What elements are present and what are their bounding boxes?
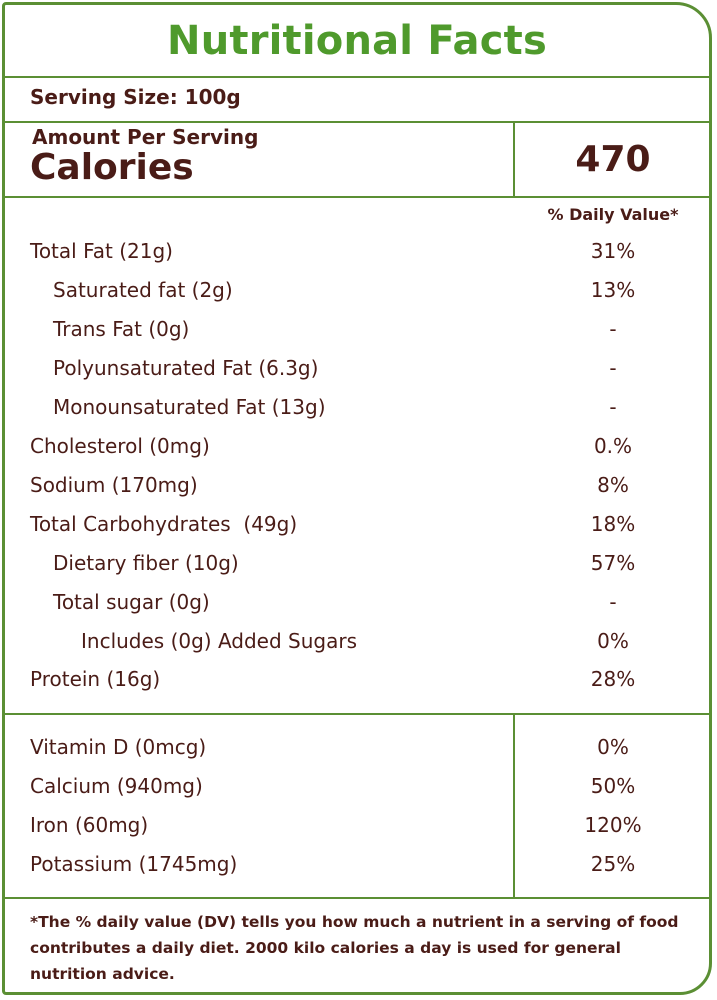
nutrient-row: Total Carbohydrates (49g) 18%	[5, 512, 709, 542]
nutrient-row: Monounsaturated Fat (13g) -	[5, 395, 709, 425]
vitamin-value: 120%	[584, 813, 642, 837]
nutrient-value: 31%	[590, 239, 636, 263]
vitamin-label: Iron (60mg)	[30, 813, 149, 837]
nutrient-row: Trans Fat (0g) -	[5, 317, 709, 347]
vitamin-label: Calcium (940mg)	[30, 774, 203, 798]
nutrient-row: Cholesterol (0mg) 0.%	[5, 434, 709, 464]
nutrient-row: Total sugar (0g) -	[5, 590, 709, 620]
nutrient-label: Polyunsaturated Fat (6.3g)	[53, 356, 319, 380]
column-divider-vitamins	[513, 713, 515, 897]
nutrient-value: -	[609, 395, 617, 419]
amount-per-serving: Amount Per Serving	[32, 125, 259, 149]
vitamin-row: Iron (60mg) 120%	[5, 813, 709, 843]
vitamin-row: Calcium (940mg) 50%	[5, 774, 709, 804]
nutrient-row: Sodium (170mg) 8%	[5, 473, 709, 503]
nutrient-value: 13%	[590, 278, 636, 302]
nutrient-row: Saturated fat (2g) 13%	[5, 278, 709, 308]
divider-footnote	[5, 897, 709, 899]
nutrient-row: Includes (0g) Added Sugars 0%	[5, 629, 709, 659]
serving-size: Serving Size: 100g	[30, 85, 241, 109]
nutrient-value: 0%	[597, 629, 629, 653]
nutrient-label: Protein (16g)	[30, 667, 161, 691]
nutrient-label: Dietary fiber (10g)	[53, 551, 239, 575]
nutrient-value: 28%	[590, 667, 636, 691]
vitamin-row: Vitamin D (0mcg) 0%	[5, 735, 709, 765]
nutrient-label: Trans Fat (0g)	[53, 317, 190, 341]
nutrient-row: Total Fat (21g) 31%	[5, 239, 709, 269]
divider-vitamins	[5, 713, 709, 715]
nutrient-label: Total Carbohydrates (49g)	[30, 512, 298, 536]
nutrient-value: 18%	[590, 512, 636, 536]
vitamin-label: Potassium (1745mg)	[30, 852, 238, 876]
calories-value: 470	[575, 138, 651, 180]
vitamin-value: 50%	[590, 774, 636, 798]
nutrient-value: -	[609, 590, 617, 614]
divider-title	[5, 76, 709, 78]
panel-title: Nutritional Facts	[167, 17, 547, 64]
daily-value-header: % Daily Value*	[547, 205, 679, 224]
nutrient-row: Polyunsaturated Fat (6.3g) -	[5, 356, 709, 386]
nutrient-value: 0.%	[593, 434, 633, 458]
nutrient-label: Saturated fat (2g)	[53, 278, 233, 302]
vitamin-row: Potassium (1745mg) 25%	[5, 852, 709, 882]
divider-calories	[5, 196, 709, 198]
calories-label: Calories	[30, 147, 194, 188]
vitamin-label: Vitamin D (0mcg)	[30, 735, 207, 759]
nutrient-label: Total sugar (0g)	[53, 590, 210, 614]
column-divider-calories	[513, 121, 515, 196]
footnote: *The % daily value (DV) tells you how mu…	[30, 913, 679, 983]
nutrient-label: Cholesterol (0mg)	[30, 434, 210, 458]
nutrient-label: Includes (0g) Added Sugars	[81, 629, 358, 653]
nutrient-value: -	[609, 356, 617, 380]
nutrient-label: Sodium (170mg)	[30, 473, 198, 497]
nutrient-row: Dietary fiber (10g) 57%	[5, 551, 709, 581]
vitamin-value: 0%	[597, 735, 629, 759]
divider-serving	[5, 121, 709, 123]
nutrient-label: Monounsaturated Fat (13g)	[53, 395, 326, 419]
nutrient-value: -	[609, 317, 617, 341]
vitamin-value: 25%	[590, 852, 636, 876]
nutrient-row: Protein (16g) 28%	[5, 667, 709, 697]
nutrient-value: 57%	[590, 551, 636, 575]
nutrient-label: Total Fat (21g)	[30, 239, 173, 263]
nutrient-value: 8%	[597, 473, 629, 497]
